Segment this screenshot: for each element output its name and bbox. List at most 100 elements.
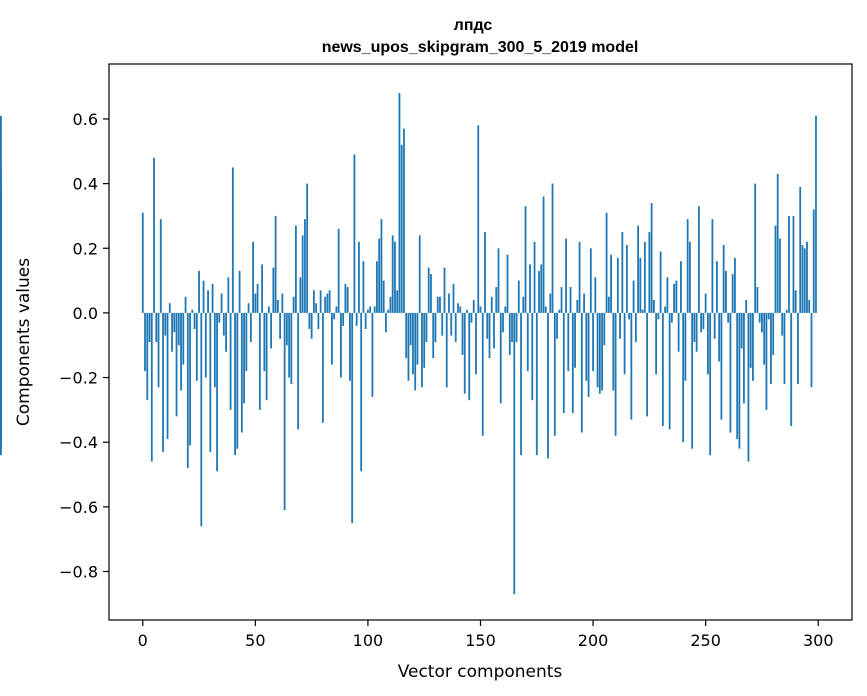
bar-231	[661, 312, 664, 427]
bar-75	[310, 312, 313, 339]
bar-80	[321, 312, 324, 423]
bar-186	[560, 287, 563, 313]
bar-2	[146, 312, 149, 401]
bar-58	[272, 267, 275, 313]
bar-23	[193, 312, 196, 330]
bar-226	[650, 203, 653, 313]
bar-297	[810, 312, 813, 388]
bar-234	[668, 312, 671, 430]
bar-92	[349, 312, 351, 381]
bar-152	[484, 232, 486, 313]
bar-252	[709, 312, 712, 456]
bar-88	[340, 312, 342, 378]
bar-212	[619, 312, 621, 339]
bar-164	[511, 312, 513, 342]
bar-224	[646, 312, 649, 417]
bar-192	[574, 312, 576, 368]
bar-102	[371, 312, 374, 397]
bar-255	[716, 261, 718, 313]
bar-209	[612, 312, 615, 391]
bar-37	[225, 312, 227, 352]
bar-356	[0, 228, 2, 313]
bar-132	[439, 296, 441, 313]
bar-254	[713, 312, 716, 339]
bar-286	[785, 309, 788, 313]
bar-190	[569, 287, 572, 313]
bar-36	[222, 312, 225, 336]
x-tick-label: 150	[465, 631, 496, 650]
y-axis-label: Components values	[14, 258, 34, 426]
bar-241	[684, 312, 687, 381]
bar-71	[301, 235, 304, 313]
bar-282	[776, 173, 779, 313]
bar-204	[601, 312, 603, 391]
bar-52	[258, 312, 261, 410]
bar-50	[254, 293, 257, 313]
bar-3	[148, 312, 151, 342]
bar-273	[756, 287, 759, 313]
y-tick-label: 0.2	[73, 239, 98, 258]
bar-210	[614, 312, 617, 436]
bar-227	[652, 299, 655, 313]
bar-259	[725, 270, 727, 313]
bar-153	[486, 312, 489, 339]
bar-35	[220, 293, 223, 313]
y-tick-label: −0.8	[59, 563, 98, 582]
bar-280	[772, 312, 775, 355]
bar-137	[450, 312, 453, 336]
bar-140	[457, 303, 459, 313]
bar-112	[394, 241, 396, 313]
bar-56	[267, 306, 270, 313]
bar-178	[542, 196, 545, 313]
bar-130	[434, 312, 437, 342]
bar-272	[754, 183, 757, 313]
bar-191	[571, 312, 574, 414]
x-axis-ticks: 0 50 100 150 200 250 300	[138, 620, 834, 650]
bar-10	[164, 312, 167, 336]
bar-173	[531, 312, 534, 401]
bar-89	[342, 312, 345, 326]
bar-123	[418, 235, 421, 313]
bar-133	[441, 312, 444, 336]
bar-34	[218, 312, 221, 323]
bar-290	[794, 290, 797, 313]
bar-66	[290, 312, 293, 385]
y-tick-label: 0.4	[73, 175, 98, 194]
bar-262	[731, 274, 734, 313]
bar-245	[693, 312, 696, 342]
bar-243	[688, 241, 691, 313]
bar-16	[177, 312, 180, 346]
bar-1	[144, 312, 146, 372]
bar-63	[283, 312, 286, 511]
bar-170	[524, 206, 527, 313]
bar-78	[317, 312, 320, 330]
bar-84	[331, 312, 333, 365]
bar-296	[808, 299, 811, 313]
bar-44	[240, 312, 243, 433]
bar-135	[445, 312, 448, 388]
bar-22	[191, 309, 194, 313]
bar-45	[243, 312, 245, 404]
bar-274	[758, 312, 761, 323]
bar-172	[529, 264, 531, 313]
bar-141	[459, 306, 462, 313]
bar-260	[727, 312, 730, 323]
bar-91	[346, 287, 349, 313]
bar-20	[186, 312, 189, 469]
bar-196	[583, 293, 585, 313]
bar-28	[204, 312, 207, 378]
bar-155	[490, 296, 493, 313]
bar-29	[207, 290, 209, 313]
bar-87	[337, 228, 340, 313]
bar-253	[711, 219, 714, 313]
bar-219	[634, 312, 637, 342]
bar-57	[270, 312, 273, 349]
bar-298	[812, 209, 815, 313]
bar-258	[722, 245, 725, 313]
bar-203	[598, 312, 601, 394]
bar-206	[605, 212, 608, 313]
bar-124	[421, 312, 423, 388]
bar-148	[475, 312, 477, 375]
bar-287	[788, 215, 790, 313]
bar-189	[567, 312, 570, 372]
